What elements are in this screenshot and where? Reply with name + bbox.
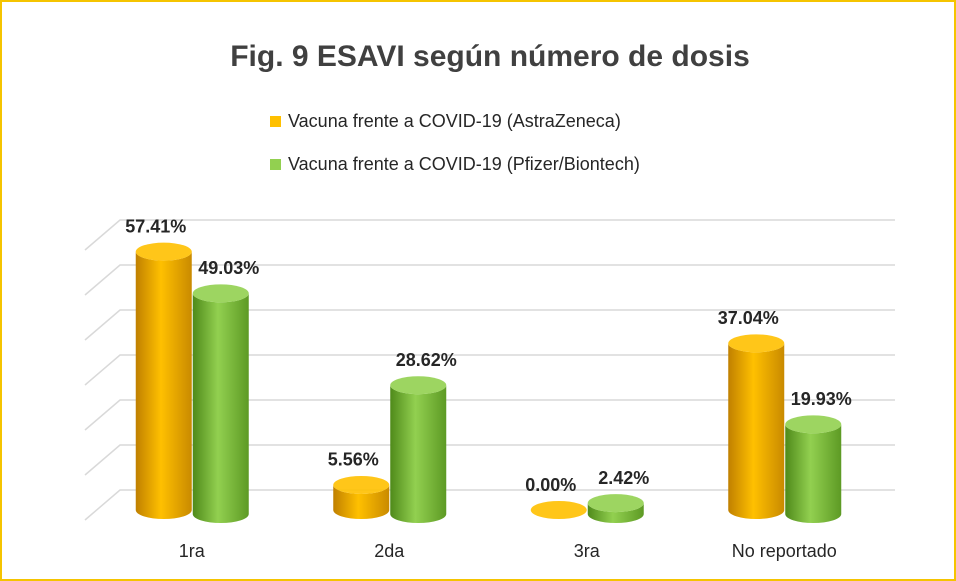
- data-label: 28.62%: [396, 350, 457, 370]
- bar-top: [333, 475, 390, 494]
- bar: [135, 251, 192, 519]
- data-label: 19.93%: [791, 389, 852, 409]
- grid-line: [84, 309, 895, 341]
- data-label: 49.03%: [198, 258, 259, 278]
- legend-label: Vacuna frente a COVID-19 (AstraZeneca): [288, 111, 621, 131]
- grid-line: [84, 354, 895, 386]
- bar: [587, 503, 644, 523]
- bar: [192, 293, 249, 523]
- x-tick-label: No reportado: [732, 541, 837, 561]
- grid-line: [84, 444, 895, 476]
- legend-swatch: [270, 159, 281, 170]
- bar-top: [390, 376, 447, 395]
- bar-top: [587, 494, 644, 513]
- grid-line: [84, 399, 895, 431]
- bar-top: [135, 242, 192, 261]
- bar-top: [192, 284, 249, 303]
- data-label: 57.41%: [125, 216, 186, 236]
- bar-top: [785, 415, 842, 434]
- chart-title: Fig. 9 ESAVI según número de dosis: [230, 40, 750, 73]
- data-label: 0.00%: [525, 475, 576, 495]
- bar: [390, 385, 447, 523]
- bar-top: [728, 334, 785, 353]
- x-tick-label: 2da: [374, 541, 405, 561]
- x-tick-label: 3ra: [574, 541, 601, 561]
- data-label: 37.04%: [718, 308, 779, 328]
- grid-line: [84, 219, 895, 251]
- legend-swatch: [270, 116, 281, 127]
- bar: [785, 424, 842, 523]
- x-tick-label: 1ra: [179, 541, 206, 561]
- data-label: 5.56%: [328, 450, 379, 470]
- legend-label: Vacuna frente a COVID-19 (Pfizer/Biontec…: [288, 154, 640, 174]
- data-label: 2.42%: [598, 468, 649, 488]
- bar: [333, 484, 390, 519]
- bar: [728, 343, 785, 519]
- grid-line: [84, 489, 895, 521]
- bar-top: [530, 501, 587, 519]
- grid-line: [84, 264, 895, 296]
